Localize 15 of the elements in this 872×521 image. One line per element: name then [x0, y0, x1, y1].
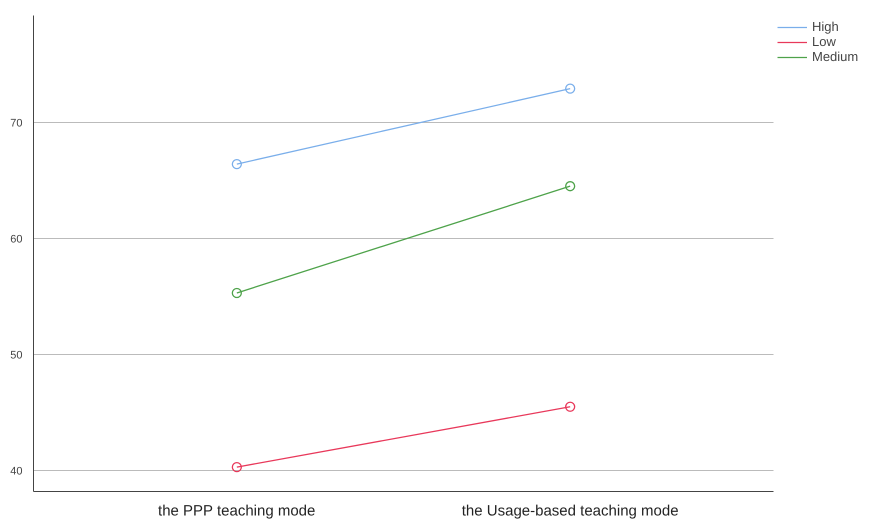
point	[232, 288, 242, 298]
x-tick-label: the Usage-based teaching mode	[462, 502, 679, 520]
y-tick-label: 50	[10, 350, 23, 362]
point	[232, 462, 242, 472]
x-tick-label: the PPP teaching mode	[158, 502, 316, 520]
point	[565, 84, 576, 94]
point	[565, 181, 576, 192]
y-tick-label: 70	[10, 117, 23, 130]
y-tick-label: 40	[10, 466, 23, 478]
point	[232, 158, 242, 170]
legend-label: High	[812, 19, 839, 34]
legend-label: Medium	[812, 49, 858, 64]
point	[565, 402, 576, 412]
y-tick-label: 60	[10, 233, 23, 246]
legend-label: Low	[812, 34, 836, 49]
